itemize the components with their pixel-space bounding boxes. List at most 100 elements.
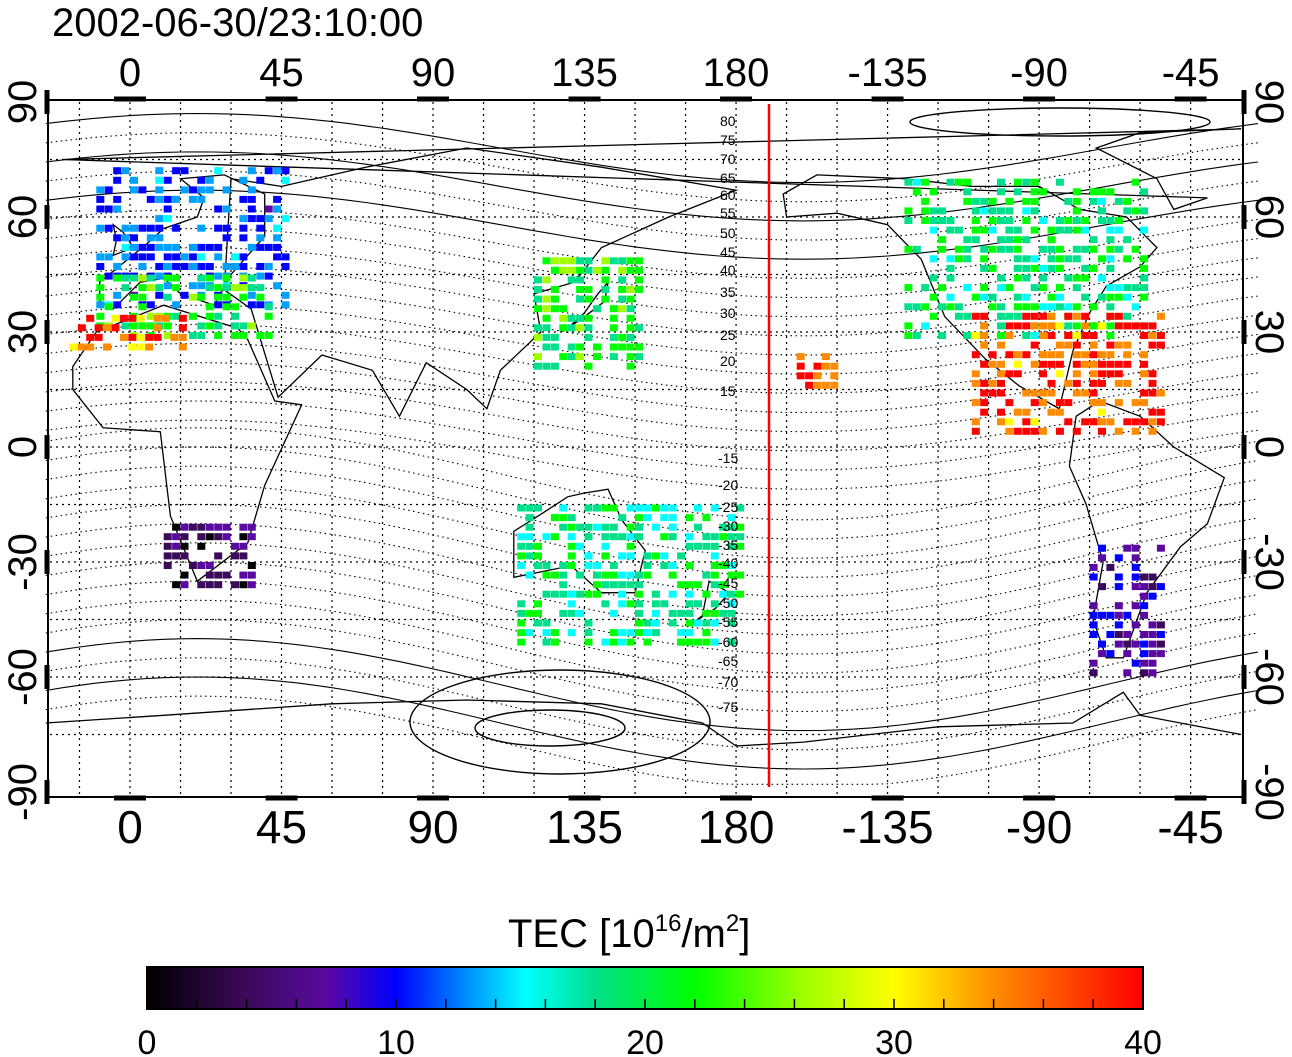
contour-label: -40 <box>718 555 738 571</box>
tec-cell <box>702 514 711 522</box>
tec-cell <box>576 353 585 361</box>
tec-cell <box>77 343 86 351</box>
tec-cell <box>1047 293 1056 301</box>
tec-cell <box>1013 236 1022 244</box>
tec-cell <box>1098 583 1106 591</box>
tec-cell <box>1039 274 1048 282</box>
tec-cell <box>1072 217 1081 224</box>
tec-cell <box>222 186 231 194</box>
tec-cell <box>205 322 214 330</box>
tec-cell <box>997 418 1005 426</box>
tec-cell <box>710 552 719 560</box>
tec-cell <box>710 571 719 579</box>
tec-cell <box>188 293 197 301</box>
tec-cell <box>635 286 643 293</box>
tec-cell <box>593 562 601 569</box>
tec-cell <box>1123 236 1132 244</box>
tec-cell <box>1140 284 1149 292</box>
tec-cell <box>1039 245 1048 253</box>
tec-cell <box>1114 631 1123 638</box>
south-pole-oval <box>409 669 711 775</box>
tec-cell <box>1005 245 1014 253</box>
contour-label: 15 <box>720 383 736 399</box>
tec-cell <box>668 562 677 569</box>
tec-cell <box>197 523 206 531</box>
tec-cell <box>1114 602 1123 610</box>
tec-cell <box>256 243 265 251</box>
tec-cell <box>534 552 542 560</box>
tec-cell <box>130 253 138 261</box>
tec-cell <box>550 305 559 313</box>
tec-cell <box>626 257 635 265</box>
colorbar-tick-label: 10 <box>377 1024 415 1057</box>
contour-label: 40 <box>720 262 736 278</box>
tec-cell <box>155 224 164 232</box>
tec-cell <box>971 197 980 205</box>
tec-cell <box>643 638 652 646</box>
right-latitude-labels: 90 60 30 0 -30 -60 -90 <box>1247 80 1291 821</box>
tec-cell <box>1131 602 1140 610</box>
tec-cell <box>239 284 248 292</box>
tec-cell <box>136 333 145 341</box>
tec-cell <box>1089 631 1098 638</box>
tec-cell <box>1030 322 1039 330</box>
tec-cell <box>121 234 130 242</box>
tec-cell <box>281 291 290 299</box>
coastline <box>72 304 303 583</box>
tec-cell <box>550 333 559 341</box>
tec-cell <box>214 167 223 175</box>
tec-cell <box>971 217 980 224</box>
tec-cell <box>247 322 256 330</box>
tec-cell <box>180 186 189 194</box>
tec-cell <box>584 523 593 531</box>
tec-cell <box>1072 370 1081 378</box>
tec-cell <box>1131 245 1140 253</box>
tec-cell <box>1156 312 1165 320</box>
tec-cell <box>988 217 997 224</box>
tec-cell <box>1098 640 1106 648</box>
tec-cell <box>1013 245 1022 253</box>
tec-cell <box>542 638 551 646</box>
tec-cell <box>1013 226 1022 234</box>
tec-cell <box>1022 418 1031 426</box>
tec-cell <box>239 552 248 560</box>
tec-cell <box>1098 188 1106 196</box>
tec-cell <box>1005 399 1014 407</box>
tec-cell <box>153 324 162 332</box>
tec-cell <box>1123 640 1132 648</box>
tec-cell <box>1156 621 1165 629</box>
tec-cell <box>163 205 172 213</box>
tec-cell <box>273 234 282 242</box>
tec-cell <box>542 571 551 579</box>
tec-cell <box>1098 399 1106 407</box>
tec-cell <box>138 243 147 251</box>
tec-cell <box>938 236 947 244</box>
tec-cell <box>567 600 576 608</box>
contour-label: 75 <box>720 132 736 148</box>
tec-cell <box>1140 226 1149 234</box>
tec-cell <box>736 523 745 531</box>
tec-cell <box>1123 293 1132 301</box>
tec-cell <box>601 533 610 541</box>
tec-cell <box>618 276 627 284</box>
tec-cell <box>710 562 719 569</box>
contour-label: 20 <box>720 353 736 369</box>
tec-cell <box>180 263 189 270</box>
tec-cell <box>214 312 223 320</box>
tec-cell <box>197 322 206 330</box>
tec-cell <box>1039 427 1048 435</box>
tec-cell <box>517 600 526 608</box>
tec-cell <box>130 224 138 232</box>
tec-cell <box>946 217 955 224</box>
tec-cell <box>214 243 223 251</box>
tec-cell <box>153 314 162 322</box>
tec-cell <box>997 217 1005 224</box>
tec-cell <box>138 274 147 282</box>
tec-cell <box>146 301 155 309</box>
tec-cell <box>559 609 568 617</box>
tec-cell <box>1123 255 1132 263</box>
tec-cell <box>1064 418 1073 426</box>
tec-cell <box>96 312 105 320</box>
tec-cell <box>113 274 122 282</box>
tec-cell <box>710 504 719 512</box>
